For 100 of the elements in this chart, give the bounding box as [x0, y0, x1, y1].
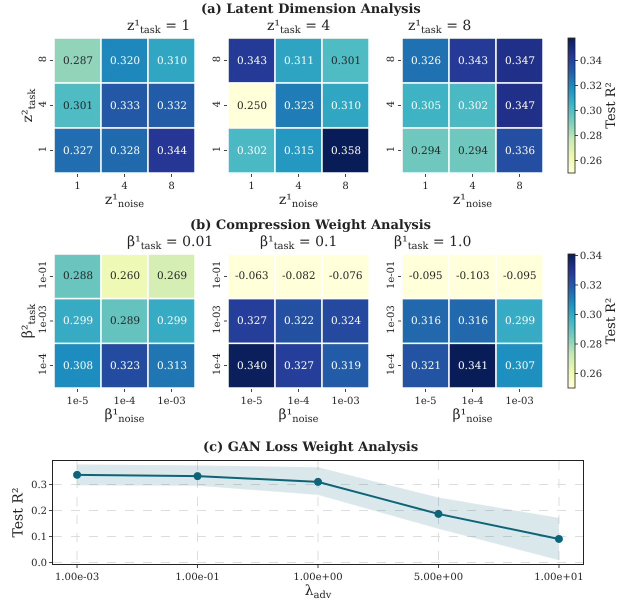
color-bar-label: 0.32 — [580, 280, 602, 292]
x-axis-title: z¹$_{noise}$ — [104, 192, 144, 210]
x-tick-label: 1e-4 — [287, 396, 310, 407]
data-label: 0.301 — [331, 55, 362, 67]
data-label: -0.095 — [409, 270, 443, 282]
y-tick-label: 1e-4 — [386, 353, 397, 376]
color-bar-label: 0.28 — [580, 339, 602, 350]
color-bar-label: 0.26 — [580, 156, 602, 167]
x-tick-label: 8 — [516, 181, 523, 192]
x-tick-label: 1e-03 — [157, 396, 186, 407]
data-label: 0.315 — [284, 145, 314, 157]
x-axis-title: β¹$_{noise}$ — [452, 407, 493, 425]
x-axis-title: β¹$_{noise}$ — [278, 407, 319, 425]
data-label: 0.333 — [110, 100, 140, 112]
point — [554, 534, 563, 543]
data-label: 0.269 — [157, 270, 188, 282]
x-tick-label: 1.00e+00 — [293, 572, 343, 583]
color-bar-label: 0.30 — [580, 310, 602, 321]
data-label: 0.311 — [284, 55, 314, 67]
chart-title: β¹$_{task}$ = 0.1 — [260, 234, 338, 252]
data-label: 0.322 — [284, 315, 314, 327]
x-axis-title: z¹$_{noise}$ — [278, 192, 318, 210]
data-label: 0.327 — [237, 315, 268, 327]
data-label: 0.344 — [157, 145, 188, 157]
data-label: 0.294 — [411, 145, 442, 157]
data-label: 0.347 — [505, 55, 536, 67]
x-tick-label: 1e-03 — [331, 396, 360, 407]
data-label: 0.308 — [63, 360, 94, 372]
data-label: 0.250 — [237, 100, 268, 112]
y-tick-label: 1e-01 — [386, 260, 397, 290]
data-label: 0.328 — [110, 145, 140, 157]
data-label: 0.324 — [331, 315, 362, 327]
text: (b) Compression Weight Analysis — [190, 218, 431, 233]
y-tick-label: 0.1 — [31, 532, 47, 544]
x-axis-title: λ$_{adv}$ — [304, 583, 332, 601]
data-label: 0.323 — [284, 100, 314, 112]
y-tick-label: 1e-4 — [212, 353, 223, 376]
y-tick-label: 0.2 — [31, 506, 47, 518]
point — [434, 510, 442, 518]
data-label: 0.323 — [110, 360, 140, 372]
y-tick-label: 1e-03 — [38, 305, 49, 334]
chart-title: z¹$_{task}$ = 8 — [408, 18, 472, 36]
data-label: 0.358 — [331, 145, 362, 157]
x-tick-label: 8 — [168, 181, 175, 192]
color-bar-title: Test R² — [604, 82, 620, 129]
y-tick-label: 1e-03 — [386, 305, 397, 334]
y-tick-label: 0.0 — [31, 558, 47, 570]
y-tick-label: 1e-01 — [212, 260, 223, 290]
data-label: 0.301 — [63, 100, 94, 112]
data-label: 0.347 — [505, 100, 536, 112]
data-label: 0.313 — [157, 360, 188, 372]
y-tick-label: 1e-01 — [38, 260, 49, 290]
y-tick-label: 1e-03 — [212, 305, 223, 334]
point — [73, 470, 82, 479]
x-axis-title: β¹$_{noise}$ — [104, 407, 145, 425]
y-tick-label: 8 — [212, 56, 223, 62]
data-label: 0.316 — [458, 315, 488, 327]
data-label: 0.310 — [157, 55, 188, 67]
color-bar-label: 0.32 — [580, 81, 602, 92]
data-label: 0.294 — [458, 145, 488, 157]
y-tick-label: 0.3 — [31, 480, 47, 491]
x-tick-label: 1e-5 — [240, 396, 263, 407]
color-bar-label: 0.26 — [580, 368, 602, 380]
x-tick-label: 1 — [74, 181, 81, 192]
data-label: 0.299 — [505, 315, 536, 327]
chart-title: β¹$_{task}$ = 1.0 — [394, 234, 472, 252]
x-tick-label: 5.00e+00 — [414, 572, 464, 583]
data-label: 0.340 — [237, 360, 268, 372]
data-label: 0.289 — [110, 315, 140, 327]
x-tick-label: 1e-5 — [66, 396, 89, 407]
data-label: 0.288 — [63, 270, 94, 282]
x-tick-label: 1.00e+01 — [534, 572, 584, 583]
data-label: 0.316 — [411, 315, 442, 327]
data-label: 0.320 — [110, 55, 140, 67]
data-label: 0.336 — [505, 145, 536, 157]
data-label: 0.332 — [157, 100, 188, 112]
chart-title: z¹$_{task}$ = 1 — [127, 18, 190, 36]
data-label: 0.343 — [237, 55, 268, 67]
data-label: 0.319 — [331, 360, 362, 372]
chart-title: β¹$_{task}$ = 0.01 — [127, 234, 214, 252]
x-tick-label: 1e-03 — [505, 396, 534, 407]
color-bar-title: Test R² — [604, 298, 620, 344]
y-tick-label: 1 — [386, 146, 397, 152]
data-label: 0.326 — [411, 55, 442, 67]
x-tick-label: 1e-5 — [414, 396, 437, 407]
data-label: 0.299 — [63, 315, 94, 327]
y-tick-label: 1e-4 — [38, 353, 49, 376]
data-label: 0.305 — [411, 100, 442, 112]
data-label: 0.341 — [458, 360, 488, 372]
data-label: 0.299 — [157, 315, 188, 327]
y-tick-label: 4 — [212, 100, 223, 108]
x-tick-label: 4 — [295, 181, 302, 192]
color-bar-label: 0.28 — [580, 131, 602, 142]
y-tick-label: 1 — [212, 146, 223, 152]
data-label: -0.063 — [235, 270, 269, 282]
x-tick-label: 4 — [121, 181, 128, 192]
x-tick-label: 4 — [469, 181, 476, 192]
chart-title: z¹$_{task}$ = 4 — [267, 18, 330, 36]
y-tick-label: 8 — [386, 56, 397, 62]
point — [314, 478, 322, 486]
